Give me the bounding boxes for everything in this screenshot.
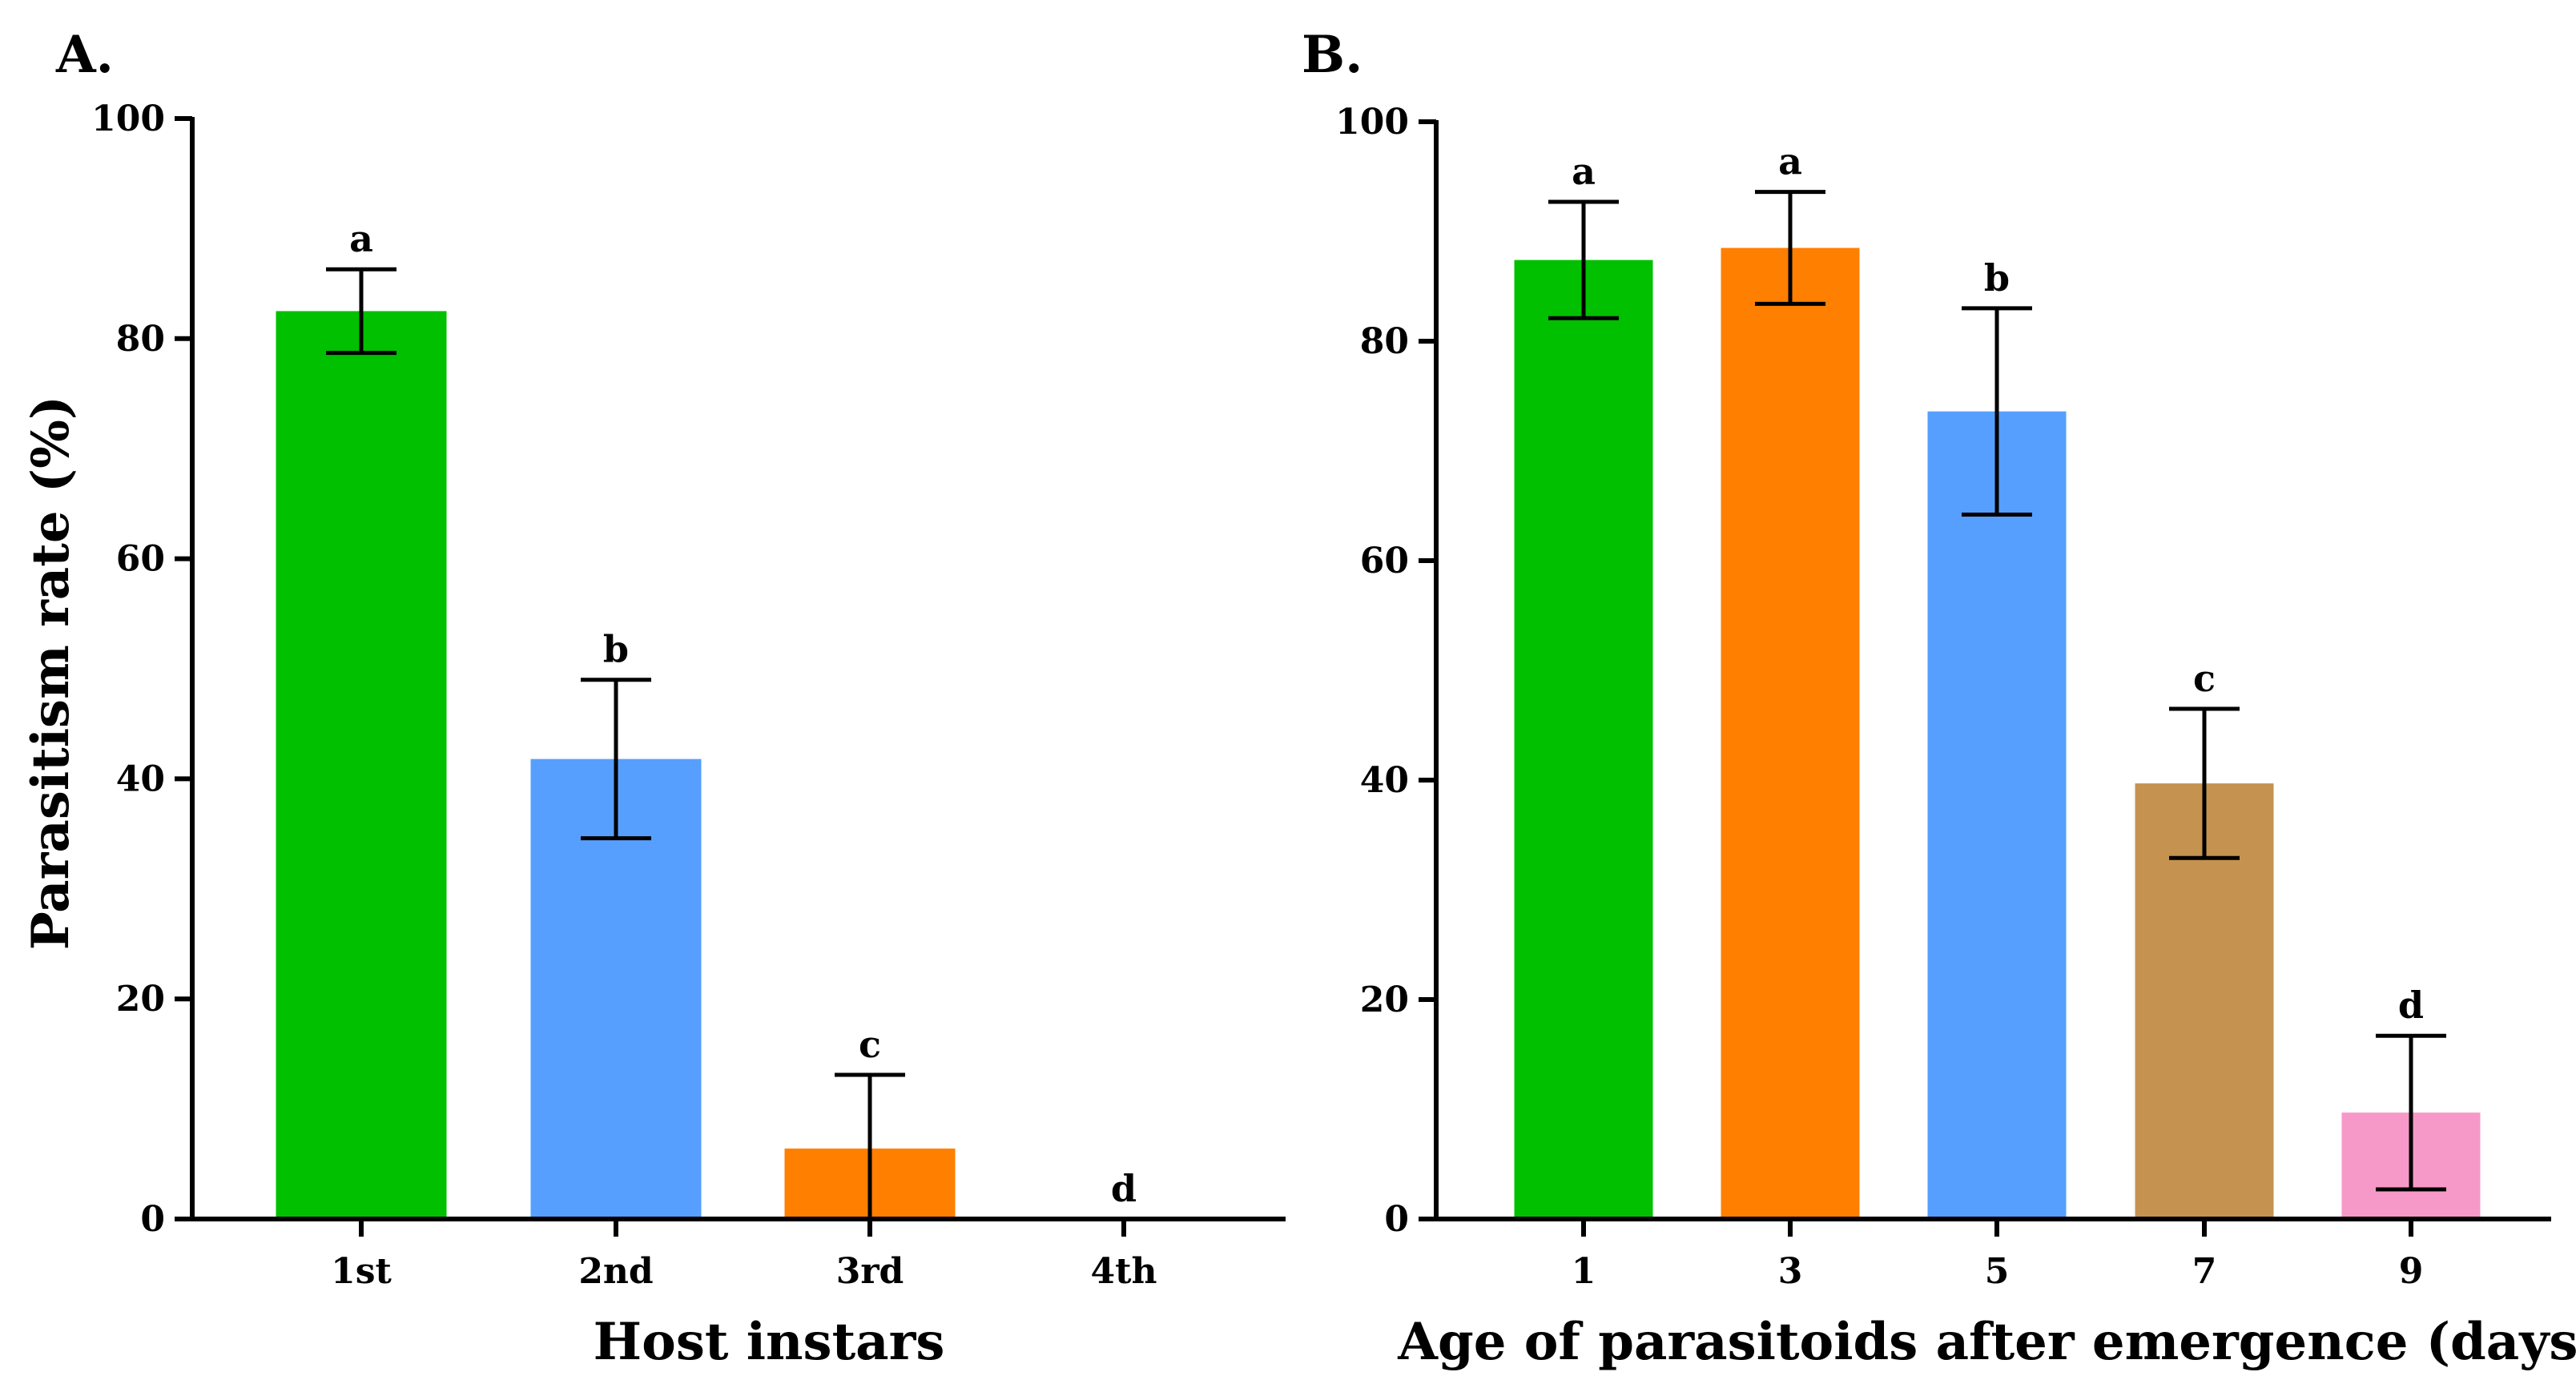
panel-a: A. Parasitism rate (%) Host instars 0 20 4…	[21, 25, 1286, 1372]
panel-a-significance-letter: c	[859, 1023, 881, 1066]
panel-b-y-tick-label: 40	[1360, 760, 1409, 801]
panel-b-significance-letter: c	[2193, 657, 2216, 700]
panel-b-label: B.	[1302, 25, 1362, 85]
panel-b-y-tick-label: 80	[1360, 321, 1409, 362]
panel-a-y-axis-title: Parasitism rate (%)	[21, 396, 81, 950]
panel-b-significance-letter: d	[2398, 984, 2424, 1027]
panel-a-x-tick-label: 2nd	[578, 1251, 653, 1292]
panel-b-bar-1	[1514, 259, 1653, 1219]
panel-b-bar-2	[1721, 247, 1860, 1219]
panel-a-y-tick-label: 40	[116, 758, 165, 799]
panel-b-x-tick-label: 1	[1572, 1251, 1596, 1292]
panel-b-x-axis-title: Age of parasitoids after emergence (days…	[1397, 1312, 2576, 1372]
panel-b-x-tick-label: 9	[2399, 1251, 2424, 1292]
panel-b-significance-letter: a	[1572, 150, 1596, 193]
panel-a-x-tick-label: 4th	[1091, 1251, 1157, 1292]
panel-a-y-tick-label: 60	[116, 539, 165, 580]
panel-b-significance-letter: a	[1778, 140, 1802, 183]
panel-b-y-tick-label: 0	[1384, 1199, 1409, 1240]
panel-b-x-tick-label: 7	[2192, 1251, 2217, 1292]
panel-b-y-tick-label: 20	[1360, 980, 1409, 1020]
panel-b-y-tick-label: 100	[1335, 102, 1409, 143]
panel-b-x-tick-label: 3	[1778, 1251, 1803, 1292]
panel-b-significance-letter: b	[1984, 256, 2010, 300]
panel-a-y-tick-label: 0	[140, 1199, 165, 1240]
panel-a-x-tick-label: 3rd	[836, 1251, 904, 1292]
panel-b-x-tick-label: 5	[1985, 1251, 2010, 1292]
panel-b-y-tick-label: 60	[1360, 541, 1409, 581]
panel-a-y-tick-label: 100	[91, 99, 165, 139]
panel-b: B. Age of parasitoids after emergence (d…	[1302, 25, 2576, 1372]
panel-a-y-tick-label: 20	[116, 979, 165, 1020]
panel-a-x-tick-label: 1st	[331, 1251, 392, 1292]
panel-a-y-tick-label: 80	[116, 319, 165, 360]
panel-a-label: A.	[55, 25, 114, 85]
panel-a-significance-letter: a	[349, 217, 373, 260]
panel-a-bar-1	[276, 311, 447, 1220]
panel-a-significance-letter: d	[1111, 1167, 1137, 1210]
panel-a-significance-letter: b	[603, 628, 629, 671]
panel-a-x-axis-title: Host instars	[594, 1312, 945, 1372]
panel-b-bar-3	[1927, 411, 2067, 1219]
